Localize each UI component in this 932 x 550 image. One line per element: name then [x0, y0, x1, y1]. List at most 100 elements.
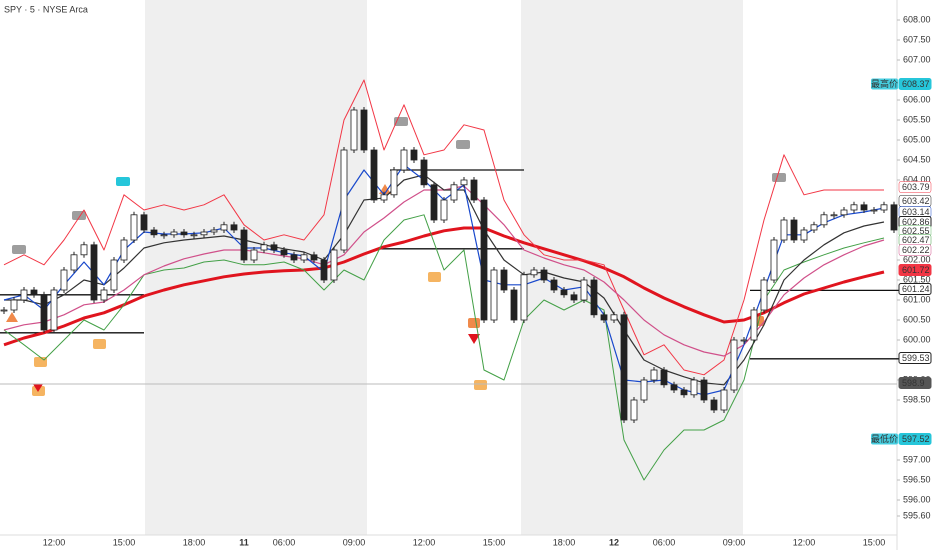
candle	[810, 224, 818, 231]
candle	[600, 314, 608, 321]
candle	[500, 269, 508, 291]
price-label-box	[898, 352, 932, 364]
price-label: 601.24	[902, 284, 930, 294]
y-tick-label: 595.60	[903, 510, 931, 520]
candle	[100, 289, 108, 301]
candle	[640, 379, 648, 401]
candle	[700, 379, 708, 401]
candle	[610, 314, 618, 321]
candle	[450, 184, 458, 201]
signal-marker	[93, 339, 106, 349]
candle	[840, 209, 848, 216]
candle	[340, 149, 348, 251]
candle	[320, 259, 328, 281]
price-label-box	[898, 283, 932, 295]
x-tick-label: 15:00	[483, 537, 506, 547]
signal-marker	[474, 380, 487, 390]
candle	[260, 244, 268, 251]
candle	[420, 159, 428, 186]
candle	[110, 259, 118, 291]
candle	[560, 289, 568, 296]
candle	[540, 269, 548, 281]
candle	[890, 204, 898, 231]
candle	[590, 279, 598, 316]
flag-marker	[72, 211, 86, 220]
candle	[440, 199, 448, 221]
price-label: 602.86	[902, 217, 930, 227]
y-tick-label: 600.50	[903, 314, 931, 324]
y-tick-label: 605.00	[903, 134, 931, 144]
candle	[400, 149, 408, 171]
candle	[660, 369, 668, 386]
x-tick-label: 12:00	[43, 537, 66, 547]
y-tick-label: 602.00	[903, 254, 931, 264]
candle	[430, 184, 438, 221]
price-label: 598.9	[902, 378, 925, 388]
signal-marker	[428, 272, 441, 282]
candle	[90, 244, 98, 301]
triangle-marker	[468, 334, 480, 344]
price-label: 597.52	[902, 434, 930, 444]
y-tick-label: 605.50	[903, 114, 931, 124]
candle	[360, 109, 368, 151]
price-label-box	[898, 264, 932, 276]
price-label: 602.47	[902, 235, 930, 245]
candle	[120, 239, 128, 261]
candle	[40, 294, 48, 331]
y-tick-label: 606.00	[903, 94, 931, 104]
candle	[370, 149, 378, 201]
candle	[140, 214, 148, 231]
candle	[220, 224, 228, 231]
y-tick-label: 597.00	[903, 454, 931, 464]
y-tick-label: 600.00	[903, 334, 931, 344]
candle	[570, 294, 578, 301]
candle	[760, 279, 768, 311]
price-label: 602.55	[902, 226, 930, 236]
candle	[20, 289, 28, 301]
candle	[240, 229, 248, 261]
candle	[330, 249, 338, 281]
indicator-line	[3, 214, 885, 481]
x-tick-label: 15:00	[113, 537, 136, 547]
candle	[670, 384, 678, 391]
candle	[820, 214, 828, 226]
chart-title: SPY · 5 · NYSE Arca	[4, 4, 88, 14]
candle	[690, 379, 698, 396]
candle	[880, 204, 888, 211]
y-tick-label: 601.00	[903, 294, 931, 304]
price-label: 603.79	[902, 182, 930, 192]
candle	[160, 234, 168, 237]
candle	[310, 254, 318, 261]
candle	[230, 224, 238, 231]
candle	[520, 274, 528, 321]
candle	[770, 239, 778, 281]
x-tick-label: 09:00	[343, 537, 366, 547]
signal-marker	[468, 318, 480, 328]
price-label-box	[898, 377, 932, 389]
candle	[790, 219, 798, 241]
candle	[780, 219, 788, 241]
candle	[730, 339, 738, 391]
candle	[410, 149, 418, 161]
candle	[380, 194, 388, 201]
candle	[710, 399, 718, 411]
price-label-name-box	[871, 78, 898, 90]
triangle-marker	[33, 384, 43, 392]
price-label-box	[898, 244, 932, 256]
candle	[630, 399, 638, 421]
flag-marker	[772, 173, 786, 182]
x-tick-label: 12	[609, 537, 619, 547]
candle	[460, 179, 468, 186]
candle	[80, 244, 88, 256]
candle	[490, 269, 498, 321]
candle	[30, 289, 38, 296]
candle	[650, 369, 658, 381]
x-tick-label: 18:00	[553, 537, 576, 547]
candle	[190, 234, 198, 237]
y-tick-label: 608.00	[903, 14, 931, 24]
triangle-marker	[6, 312, 18, 322]
price-label: 601.72	[902, 265, 930, 275]
price-label: 602.22	[902, 245, 930, 255]
